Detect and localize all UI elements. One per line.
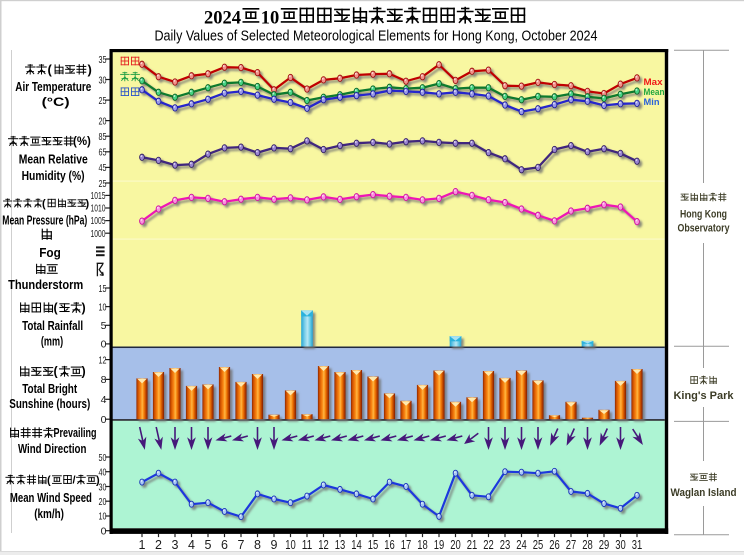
svg-text:14: 14 xyxy=(351,538,362,552)
svg-text:10: 10 xyxy=(285,538,296,552)
svg-text:30: 30 xyxy=(99,74,107,86)
svg-text:Mean: Mean xyxy=(644,87,665,98)
svg-text:Min: Min xyxy=(644,97,660,108)
svg-text:1015: 1015 xyxy=(91,191,106,202)
svg-text:65: 65 xyxy=(99,147,107,159)
svg-text:15: 15 xyxy=(99,283,107,295)
svg-text:Observatory: Observatory xyxy=(678,222,731,234)
svg-text:(: ( xyxy=(54,301,59,315)
svg-text:24: 24 xyxy=(516,538,527,552)
svg-text:2: 2 xyxy=(155,538,162,552)
svg-text:Mean Pressure (hPa): Mean Pressure (hPa) xyxy=(2,213,87,228)
svg-text:85: 85 xyxy=(99,131,107,143)
svg-text:Prevailing: Prevailing xyxy=(54,425,97,440)
svg-text:Humidity (%): Humidity (%) xyxy=(22,168,85,183)
svg-text:12: 12 xyxy=(318,538,329,552)
svg-text:40: 40 xyxy=(99,467,107,479)
svg-text:): ) xyxy=(86,198,90,210)
svg-text:Daily Values of Selected Meteo: Daily Values of Selected Meteorological … xyxy=(155,28,598,45)
svg-text:17: 17 xyxy=(401,538,412,552)
svg-text:2024: 2024 xyxy=(204,9,241,29)
svg-text:0: 0 xyxy=(101,414,107,426)
svg-text:45: 45 xyxy=(99,162,107,174)
svg-text:35: 35 xyxy=(99,54,107,66)
svg-text:5: 5 xyxy=(101,320,107,332)
svg-text:4: 4 xyxy=(188,538,195,552)
svg-text:(: ( xyxy=(47,474,51,486)
svg-text:(: ( xyxy=(42,198,46,210)
svg-text:15: 15 xyxy=(368,538,379,552)
svg-text:30: 30 xyxy=(99,481,107,493)
svg-text:20: 20 xyxy=(450,538,461,552)
svg-text:(: ( xyxy=(54,365,59,379)
svg-text:8: 8 xyxy=(254,538,261,552)
svg-text:7: 7 xyxy=(238,538,245,552)
svg-text:Total Rainfall: Total Rainfall xyxy=(22,318,83,333)
svg-text:3: 3 xyxy=(172,538,179,552)
svg-text:): ) xyxy=(96,474,100,486)
svg-text:1: 1 xyxy=(139,538,146,552)
svg-text:10: 10 xyxy=(99,301,107,313)
svg-text:13: 13 xyxy=(335,538,346,552)
svg-text:19: 19 xyxy=(434,538,445,552)
svg-text:): ) xyxy=(88,62,92,77)
svg-text:16: 16 xyxy=(384,538,395,552)
svg-text:Thunderstorm: Thunderstorm xyxy=(8,277,83,292)
svg-text:1010: 1010 xyxy=(91,204,106,215)
svg-text:30: 30 xyxy=(615,538,626,552)
svg-text:12: 12 xyxy=(99,354,107,366)
svg-text:6: 6 xyxy=(221,538,228,552)
svg-text:(: ( xyxy=(48,62,53,77)
svg-text:10: 10 xyxy=(99,511,107,523)
svg-text:): ) xyxy=(82,365,86,379)
svg-text:0: 0 xyxy=(101,339,107,351)
svg-text:(°C): (°C) xyxy=(42,95,70,109)
svg-text:King's Park: King's Park xyxy=(673,390,734,402)
svg-text:21: 21 xyxy=(467,538,478,552)
svg-text:26: 26 xyxy=(549,538,560,552)
svg-text:5: 5 xyxy=(205,538,212,552)
svg-text:8: 8 xyxy=(101,374,107,386)
svg-text:): ) xyxy=(82,301,86,315)
svg-text:50: 50 xyxy=(99,452,107,464)
svg-text:Mean Wind Speed: Mean Wind Speed xyxy=(10,490,92,505)
svg-text:18: 18 xyxy=(417,538,428,552)
svg-text:25: 25 xyxy=(533,538,544,552)
svg-text:1005: 1005 xyxy=(91,216,106,227)
svg-text:25: 25 xyxy=(99,178,107,190)
svg-text:31: 31 xyxy=(632,538,643,552)
svg-text:(%): (%) xyxy=(73,136,91,148)
svg-text:Wind Direction: Wind Direction xyxy=(18,441,87,456)
svg-text:25: 25 xyxy=(99,95,107,107)
svg-text:28: 28 xyxy=(582,538,593,552)
svg-text:Mean Relative: Mean Relative xyxy=(19,152,88,167)
svg-text:Waglan Island: Waglan Island xyxy=(671,487,737,499)
svg-text:23: 23 xyxy=(500,538,511,552)
svg-text:0: 0 xyxy=(101,526,107,538)
svg-text:10: 10 xyxy=(261,9,280,29)
svg-text:20: 20 xyxy=(99,496,107,508)
svg-text:1000: 1000 xyxy=(91,229,106,240)
svg-text:/: / xyxy=(73,474,76,486)
svg-text:Hong Kong: Hong Kong xyxy=(680,208,727,220)
svg-text:Fog: Fog xyxy=(39,245,61,260)
svg-text:22: 22 xyxy=(483,538,494,552)
svg-text:(mm): (mm) xyxy=(41,334,63,349)
svg-text:Total Bright: Total Bright xyxy=(22,381,78,396)
svg-text:11: 11 xyxy=(302,538,313,552)
svg-text:9: 9 xyxy=(271,538,278,552)
svg-text:29: 29 xyxy=(599,538,610,552)
svg-text:Max: Max xyxy=(644,77,664,88)
svg-text:20: 20 xyxy=(99,115,107,127)
svg-text:27: 27 xyxy=(566,538,577,552)
svg-text:(km/h): (km/h) xyxy=(34,506,64,521)
svg-text:Sunshine (hours): Sunshine (hours) xyxy=(9,396,90,411)
svg-text:Air Temperature: Air Temperature xyxy=(15,79,91,94)
svg-text:4: 4 xyxy=(101,394,107,406)
